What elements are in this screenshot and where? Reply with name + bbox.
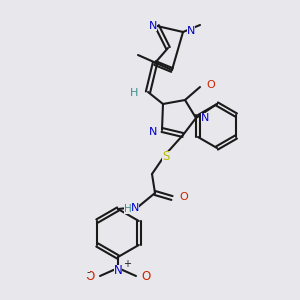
Text: N: N: [130, 203, 139, 213]
Text: O: O: [179, 192, 188, 202]
Text: O: O: [206, 80, 215, 90]
Text: H: H: [130, 88, 138, 98]
Text: +: +: [123, 259, 131, 269]
Text: N: N: [187, 26, 195, 36]
Text: S: S: [162, 151, 170, 164]
Text: O: O: [86, 271, 95, 284]
Text: N: N: [114, 265, 122, 278]
Text: -: -: [86, 267, 90, 277]
Text: N: N: [149, 21, 157, 31]
Text: N: N: [201, 113, 209, 123]
Text: O: O: [141, 271, 150, 284]
Text: H: H: [124, 204, 132, 214]
Text: N: N: [148, 127, 157, 137]
